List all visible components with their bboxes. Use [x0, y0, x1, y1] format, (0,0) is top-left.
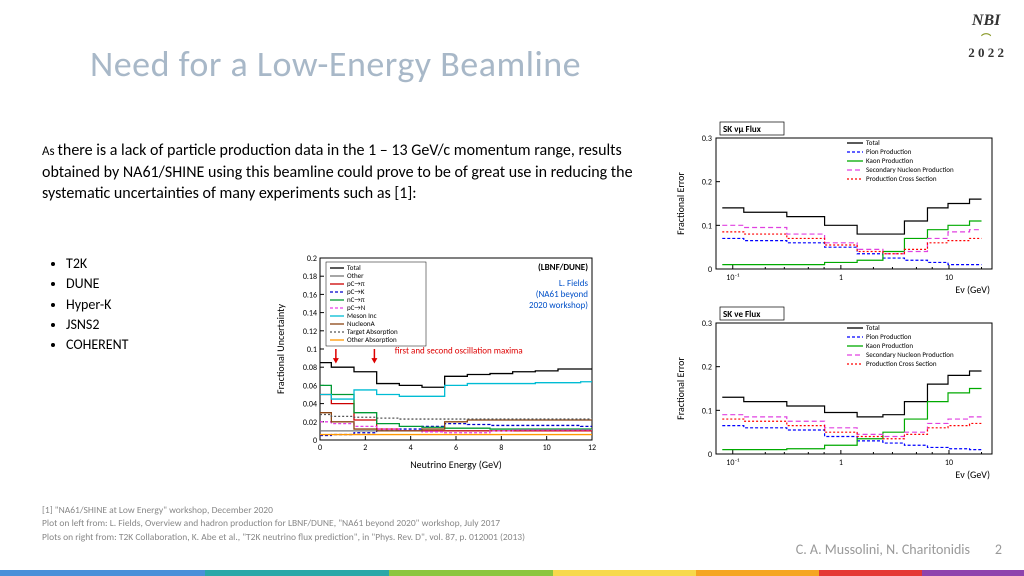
footer-color-bar — [0, 570, 1024, 576]
svg-text:0.3: 0.3 — [702, 319, 712, 329]
sk-nue-flux-chart: 0 0.1 0.2 0.3 10⁻¹ 1 10Eν (GeV) Fractional Erro… — [670, 305, 1000, 480]
svg-text:Fractional Error: Fractional Error — [674, 172, 687, 235]
svg-text:12: 12 — [588, 443, 596, 453]
experiment-item: T2K — [66, 254, 128, 274]
svg-text:SK νe Flux: SK νe Flux — [723, 309, 761, 320]
svg-text:0.06: 0.06 — [303, 381, 317, 391]
svg-text:4: 4 — [409, 443, 413, 453]
svg-text:8: 8 — [499, 443, 503, 453]
svg-text:0.2: 0.2 — [702, 363, 712, 373]
svg-text:0: 0 — [708, 450, 712, 460]
body-main: there is a lack of particle production d… — [42, 141, 633, 203]
svg-text:first and second oscillation m: first and second oscillation maxima — [395, 346, 523, 357]
logo-text: NBI — [968, 12, 1004, 30]
svg-text:Eν (GeV): Eν (GeV) — [955, 283, 990, 295]
body-paragraph: As there is a lack of particle productio… — [42, 140, 642, 205]
experiment-list: T2KDUNEHyper-KJSNS2COHERENT — [58, 254, 128, 355]
svg-text:Total: Total — [866, 138, 880, 147]
lbnf-dune-chart: 0 2 4 6 8 10 12 0 0.02 0.04 0.06 0.08 0.1 0.12 0.14 0.1… — [270, 250, 600, 470]
reference-line: [1] "NA61/SHINE at Low Energy" workshop,… — [42, 504, 525, 517]
reference-line: Plot on left from: L. Fields, Overview a… — [42, 517, 525, 530]
svg-text:2: 2 — [363, 443, 367, 453]
experiment-item: DUNE — [66, 274, 128, 294]
svg-text:0.14: 0.14 — [303, 309, 317, 319]
svg-text:10: 10 — [945, 273, 953, 283]
svg-text:(LBNF/DUNE): (LBNF/DUNE) — [538, 262, 588, 273]
svg-text:0: 0 — [708, 265, 712, 275]
svg-text:Eν (GeV): Eν (GeV) — [955, 468, 990, 480]
svg-text:1: 1 — [839, 458, 843, 468]
slide-title: Need for a Low-Energy Beamline — [90, 42, 581, 86]
svg-text:0.12: 0.12 — [303, 327, 317, 337]
svg-text:L. Fields: L. Fields — [559, 278, 589, 289]
svg-text:0.16: 0.16 — [303, 290, 317, 300]
svg-text:0.1: 0.1 — [702, 406, 712, 416]
svg-text:(NA61 beyond: (NA61 beyond — [536, 289, 588, 300]
experiment-item: Hyper-K — [66, 295, 128, 315]
svg-text:1: 1 — [839, 273, 843, 283]
svg-text:Kaon Production: Kaon Production — [866, 341, 913, 350]
svg-text:6: 6 — [454, 443, 458, 453]
svg-text:Other Absorption: Other Absorption — [347, 335, 397, 344]
svg-text:Kaon Production: Kaon Production — [866, 156, 913, 165]
page-number: 2 — [995, 541, 1002, 558]
svg-text:0.08: 0.08 — [303, 363, 317, 373]
svg-text:0.2: 0.2 — [307, 254, 317, 264]
svg-text:0: 0 — [318, 443, 322, 453]
svg-text:Production Cross Section: Production Cross Section — [866, 174, 937, 183]
svg-text:0.04: 0.04 — [303, 400, 317, 410]
references: [1] "NA61/SHINE at Low Energy" workshop,… — [42, 504, 525, 544]
svg-text:2020 workshop): 2020 workshop) — [529, 300, 588, 311]
experiment-item: COHERENT — [66, 335, 128, 355]
svg-text:10: 10 — [543, 443, 551, 453]
svg-text:0.1: 0.1 — [702, 221, 712, 231]
svg-text:SK νμ Flux: SK νμ Flux — [723, 124, 762, 135]
svg-text:10: 10 — [945, 458, 953, 468]
sk-numu-flux-chart: 0 0.1 0.2 0.3 10⁻¹ 1 10Eν (GeV) Fractional Erro… — [670, 120, 1000, 295]
author-names: C. A. Mussolini, N. Charitonidis — [796, 541, 970, 558]
svg-text:Production Cross Section: Production Cross Section — [866, 359, 937, 368]
svg-text:0: 0 — [313, 436, 317, 446]
logo-year: 2 0 2 2 — [968, 45, 1004, 61]
svg-text:Fractional Error: Fractional Error — [674, 357, 687, 420]
svg-text:0.02: 0.02 — [303, 418, 317, 428]
svg-text:10⁻¹: 10⁻¹ — [726, 273, 739, 283]
svg-text:10⁻¹: 10⁻¹ — [726, 458, 739, 468]
svg-text:0.2: 0.2 — [702, 178, 712, 188]
svg-text:Pion Production: Pion Production — [866, 332, 912, 341]
svg-text:0.3: 0.3 — [702, 134, 712, 144]
experiment-item: JSNS2 — [66, 315, 128, 335]
svg-text:Secondary Nucleon Production: Secondary Nucleon Production — [866, 350, 954, 359]
body-prefix: As — [42, 144, 58, 159]
logo-arc-icon: ⌒ — [968, 30, 1004, 45]
svg-text:0.18: 0.18 — [303, 272, 317, 282]
svg-text:Secondary Nucleon Production: Secondary Nucleon Production — [866, 165, 954, 174]
svg-text:Fractional Uncertainty: Fractional Uncertainty — [274, 304, 287, 395]
svg-text:Neutrino Energy (GeV): Neutrino Energy (GeV) — [410, 458, 502, 470]
reference-line: Plots on right from: T2K Collaboration, … — [42, 531, 525, 544]
svg-text:Pion Production: Pion Production — [866, 147, 912, 156]
svg-text:Total: Total — [866, 323, 880, 332]
conference-logo: NBI ⌒ 2 0 2 2 — [968, 12, 1004, 61]
svg-text:0.1: 0.1 — [307, 345, 317, 355]
